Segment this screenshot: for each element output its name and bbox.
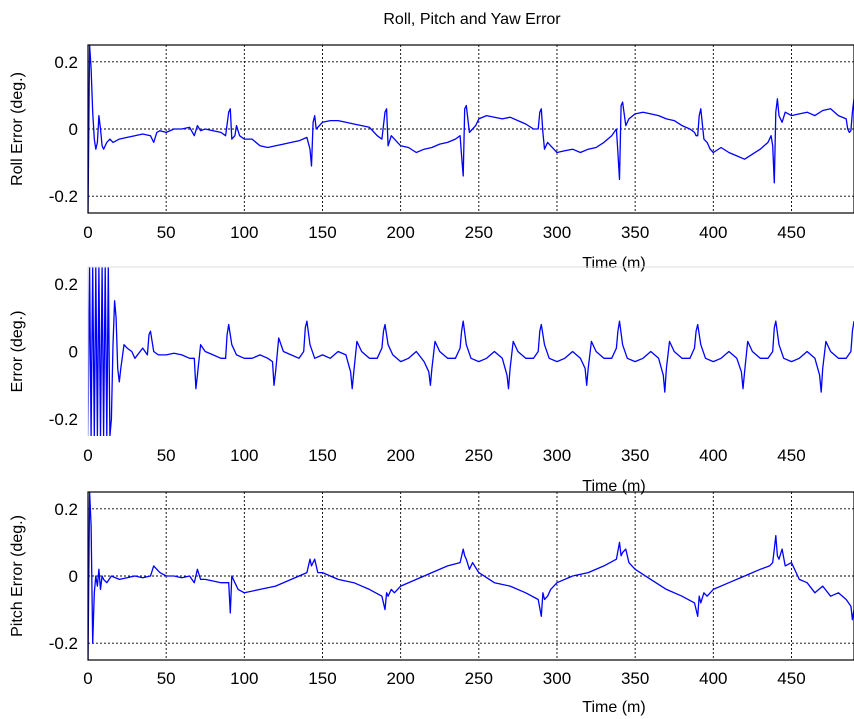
y-tick-label: -0.2 xyxy=(49,187,78,206)
x-tick-label: 300 xyxy=(543,446,571,465)
x-tick-label: 350 xyxy=(621,446,649,465)
x-tick-label: 450 xyxy=(777,223,805,242)
x-tick-label: 450 xyxy=(777,669,805,688)
x-tick-label: 300 xyxy=(543,669,571,688)
y-axis-label: Error (deg.) xyxy=(9,311,26,393)
subplot-2: 0 50 100 150 200 250 300 350 400 450 -0.2 0 0.2 Time … xyxy=(9,266,854,495)
x-tick-label: 0 xyxy=(83,223,92,242)
y-tick-label: 0.2 xyxy=(54,500,78,519)
x-tick-label: 50 xyxy=(157,669,176,688)
x-tick-label: 250 xyxy=(465,446,493,465)
x-axis-label: Time (m) xyxy=(582,478,645,495)
x-tick-label: 100 xyxy=(230,669,258,688)
x-axis-label: Time (m) xyxy=(582,255,645,272)
y-tick-label: 0 xyxy=(69,343,78,362)
plot-frame xyxy=(87,491,854,661)
x-tick-label: 200 xyxy=(386,669,414,688)
y-axis-label: Pitch Error (deg.) xyxy=(9,515,26,637)
x-tick-label: 350 xyxy=(621,669,649,688)
x-tick-label: 200 xyxy=(386,446,414,465)
y-tick-label: 0 xyxy=(69,120,78,139)
y-tick-label: -0.2 xyxy=(49,410,78,429)
x-tick-label: 400 xyxy=(699,223,727,242)
x-tick-label: 0 xyxy=(83,669,92,688)
x-axis-label: Time (m) xyxy=(582,699,645,716)
subplot-1: 0 50 100 150 200 250 300 350 400 450 -0.2 0 0.2 Time … xyxy=(9,44,854,272)
x-tick-label: 50 xyxy=(157,223,176,242)
x-tick-label: 150 xyxy=(308,446,336,465)
chart-title: Roll, Pitch and Yaw Error xyxy=(383,11,561,28)
y-tick-label: 0.2 xyxy=(54,275,78,294)
subplots: 0 50 100 150 200 250 300 350 400 450 -0.2 0 0.2 Time … xyxy=(9,44,854,716)
y-tick-label: -0.2 xyxy=(49,634,78,653)
x-tick-label: 400 xyxy=(699,669,727,688)
y-tick-label: 0 xyxy=(69,567,78,586)
plot-frame xyxy=(87,44,854,214)
x-tick-label: 400 xyxy=(699,446,727,465)
x-tick-label: 150 xyxy=(308,669,336,688)
data-line xyxy=(88,492,854,660)
x-tick-label: 200 xyxy=(386,223,414,242)
subplot-3: 0 50 100 150 200 250 300 350 400 450 -0.2 0 0.2 Time … xyxy=(9,491,854,716)
x-tick-label: 150 xyxy=(308,223,336,242)
y-tick-label: 0.2 xyxy=(54,53,78,72)
data-line xyxy=(88,45,854,213)
x-tick-label: 50 xyxy=(157,446,176,465)
y-axis-label: Roll Error (deg.) xyxy=(9,72,26,186)
x-tick-label: 0 xyxy=(83,446,92,465)
x-tick-label: 100 xyxy=(230,446,258,465)
x-tick-label: 350 xyxy=(621,223,649,242)
x-tick-label: 250 xyxy=(465,223,493,242)
x-tick-label: 250 xyxy=(465,669,493,688)
x-tick-label: 100 xyxy=(230,223,258,242)
x-tick-label: 300 xyxy=(543,223,571,242)
data-line xyxy=(88,267,854,436)
x-tick-label: 450 xyxy=(777,446,805,465)
